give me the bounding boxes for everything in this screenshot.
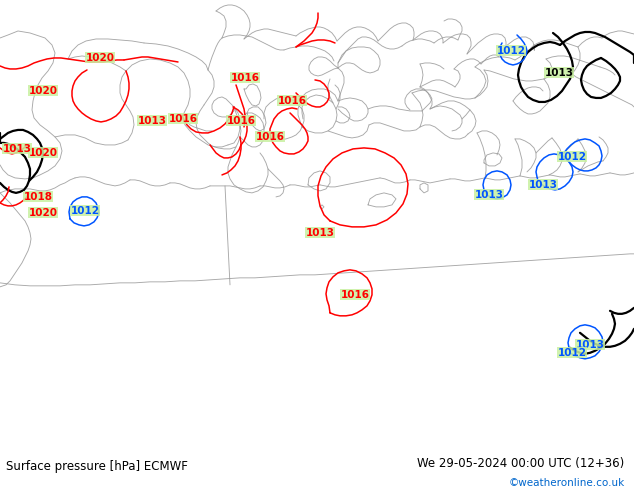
Text: 1013: 1013	[3, 144, 32, 154]
Text: 1020: 1020	[29, 148, 58, 158]
Text: 1018: 1018	[23, 192, 53, 202]
Text: 1013: 1013	[138, 116, 167, 126]
Text: 1016: 1016	[278, 96, 306, 106]
Text: 1013: 1013	[529, 180, 557, 190]
Text: 1016: 1016	[231, 73, 259, 83]
Text: 1016: 1016	[226, 116, 256, 126]
Text: We 29-05-2024 00:00 UTC (12+36): We 29-05-2024 00:00 UTC (12+36)	[417, 457, 624, 470]
Text: 1020: 1020	[29, 86, 58, 96]
Text: 1013: 1013	[545, 68, 574, 78]
Text: 1016: 1016	[169, 114, 198, 124]
Text: 1016: 1016	[256, 132, 285, 142]
Text: 1020: 1020	[29, 208, 58, 218]
Text: 1012: 1012	[496, 46, 526, 56]
Text: 1012: 1012	[557, 348, 586, 358]
Text: ©weatheronline.co.uk: ©weatheronline.co.uk	[508, 478, 624, 489]
Text: Surface pressure [hPa] ECMWF: Surface pressure [hPa] ECMWF	[6, 461, 188, 473]
Text: 1013: 1013	[306, 228, 335, 238]
Text: 1012: 1012	[557, 152, 586, 162]
Text: 1012: 1012	[70, 206, 100, 216]
Text: 1013: 1013	[474, 190, 503, 200]
Text: 1013: 1013	[576, 340, 604, 350]
Text: 1016: 1016	[340, 290, 370, 300]
Text: 1020: 1020	[86, 53, 115, 63]
